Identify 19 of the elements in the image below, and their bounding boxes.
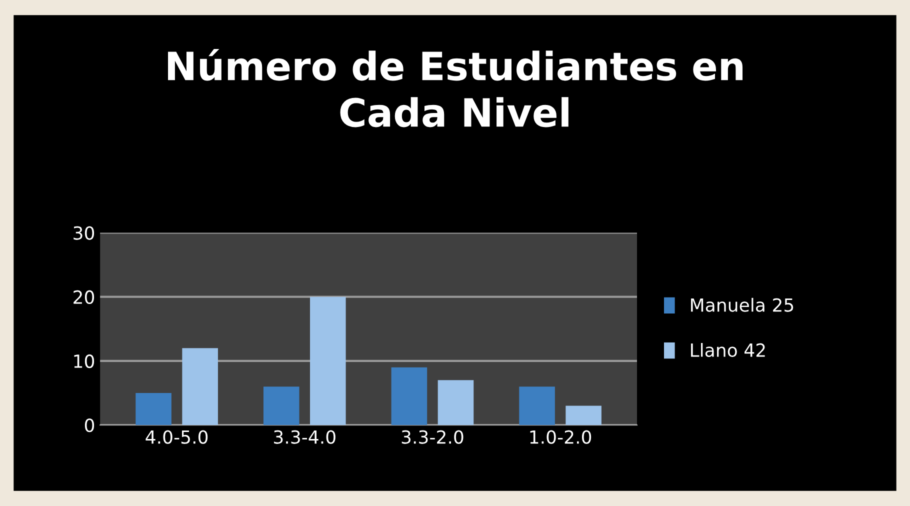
x-tick-label: 1.0-2.0: [530, 430, 592, 444]
bar: [310, 296, 346, 426]
y-tick-label: 20: [74, 290, 94, 304]
legend-label: Manuela 25: [691, 298, 794, 312]
bar: [182, 348, 218, 426]
chart-title: Número de Estudiantes en Cada Nivel: [168, 49, 743, 128]
x-tick-label: 3.3-2.0: [402, 430, 464, 444]
legend-label: Llano 42: [691, 342, 765, 357]
y-tick-label: 30: [74, 226, 94, 240]
y-tick-label: 10: [74, 354, 94, 368]
bar: [263, 386, 300, 426]
bar: [519, 386, 555, 426]
x-tick-label: 4.0-5.0: [146, 430, 208, 444]
bar: [566, 406, 602, 426]
bar: [438, 380, 474, 426]
bar: [391, 367, 428, 426]
x-tick-label: 3.3-4.0: [274, 430, 336, 444]
y-tick-label: 0: [84, 418, 94, 432]
bar: [136, 392, 172, 426]
